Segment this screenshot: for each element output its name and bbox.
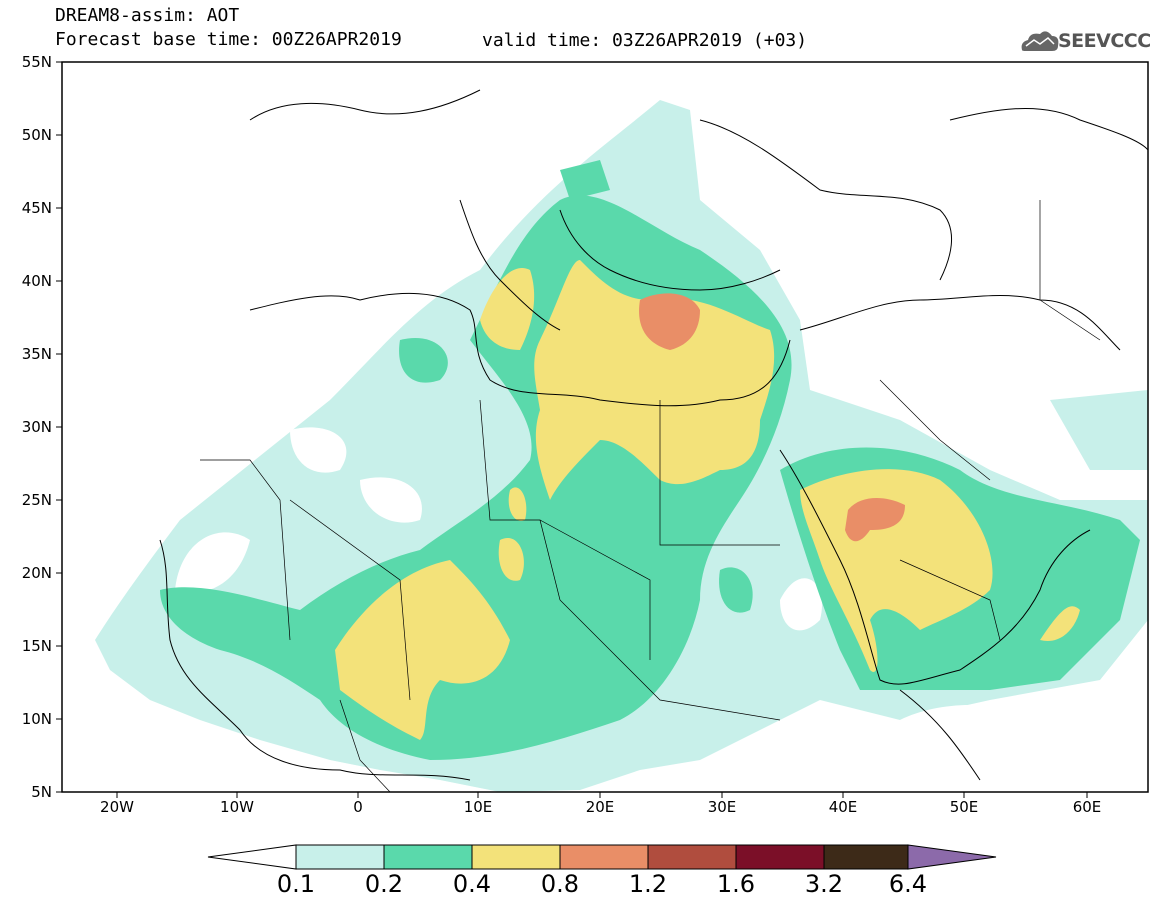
lat-label: 5N <box>31 783 52 801</box>
country-borders <box>200 200 1101 792</box>
colorbar-under-arrow <box>207 844 297 870</box>
colorbar-label: 3.2 <box>804 870 844 898</box>
colorbar-label: 0.4 <box>452 870 492 898</box>
lat-label: 45N <box>21 199 52 217</box>
lat-label: 50N <box>21 126 52 144</box>
colorbar-label: 0.1 <box>276 870 316 898</box>
valid-time: valid time: 03Z26APR2019 (+03) <box>482 30 808 51</box>
colorbar-label: 6.4 <box>888 870 928 898</box>
colorbar-label: 1.2 <box>628 870 668 898</box>
lat-label: 10N <box>21 710 52 728</box>
lat-label: 15N <box>21 637 52 655</box>
lon-label: 10W <box>220 798 254 816</box>
lon-label: 40E <box>828 798 858 816</box>
lat-label: 30N <box>21 418 52 436</box>
colorbar <box>207 844 997 870</box>
colorbar-over-arrow <box>907 844 997 870</box>
lat-label: 40N <box>21 272 52 290</box>
lat-label: 35N <box>21 345 52 363</box>
lon-label: 20E <box>585 798 615 816</box>
lon-label: 50E <box>949 798 979 816</box>
axis-ticks <box>56 61 1088 798</box>
colorbar-label: 0.2 <box>364 870 404 898</box>
cloud-logo-icon <box>1021 31 1059 51</box>
lon-label: 0 <box>353 798 363 816</box>
colorbar-label: 0.8 <box>540 870 580 898</box>
aot-layer-0.8 <box>639 293 905 542</box>
lat-label: 20N <box>21 564 52 582</box>
lon-label: 30E <box>707 798 737 816</box>
aot-layer-0.4 <box>335 260 1080 740</box>
colorbar-label: 1.6 <box>716 870 756 898</box>
aot-clear-areas <box>62 427 1148 792</box>
lon-label: 10E <box>463 798 493 816</box>
lon-label: 20W <box>100 798 134 816</box>
lat-label: 55N <box>21 53 52 71</box>
lat-label: 25N <box>21 491 52 509</box>
forecast-base-time: Forecast base time: 00Z26APR2019 <box>55 29 402 50</box>
lon-label: 60E <box>1072 798 1102 816</box>
coastlines <box>159 89 1148 781</box>
map-title: DREAM8-assim: AOT <box>55 5 240 26</box>
logo-text: SEEVCCC <box>1058 30 1151 52</box>
